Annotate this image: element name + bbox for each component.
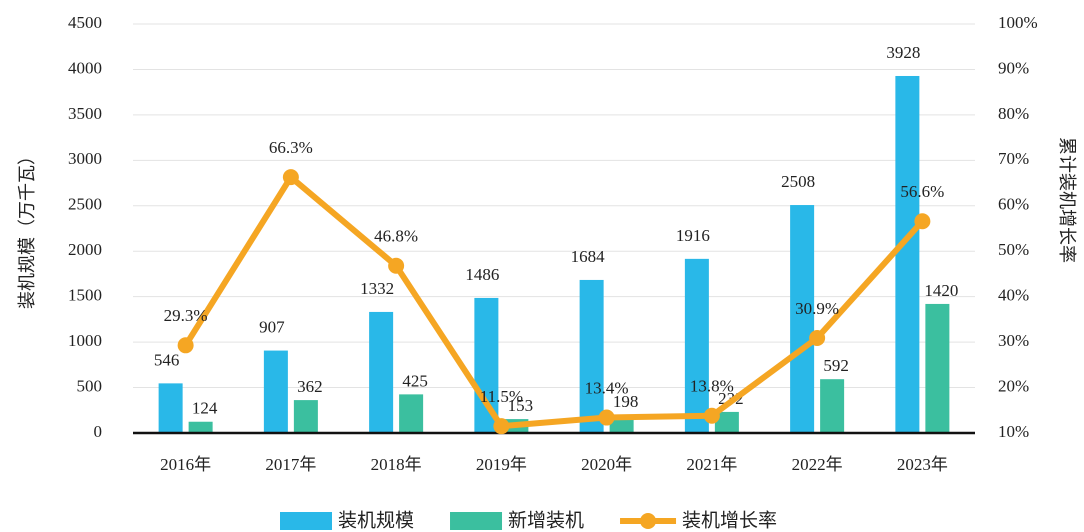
bar [684,258,709,433]
y-tick-label: 0 [94,422,103,441]
line-point [177,337,194,354]
data-label: 1332 [360,279,394,298]
data-label: 3928 [886,43,920,62]
bar [790,205,815,433]
legend-label: 装机增长率 [682,510,777,532]
bar [263,350,288,433]
y2-tick-label: 20% [998,376,1029,395]
line [183,174,925,430]
data-label: 1684 [571,247,606,266]
y-axis-title: 装机规模（万千瓦） [17,147,38,309]
x-tick-label: 2017年 [265,455,316,474]
y-tick-label: 2500 [68,195,102,214]
bar [579,279,604,433]
legend-swatch [280,512,332,530]
data-label: 153 [508,396,534,415]
legend-swatch [450,512,503,530]
y2-tick-label: 40% [998,286,1029,305]
bar [188,421,213,433]
y-tick-label: 500 [77,376,103,395]
data-label: 13.8% [690,377,734,396]
y2-axis-title: 累计装机增长率 [1056,137,1077,263]
data-label: 56.6% [900,182,944,201]
data-label: 124 [192,399,218,418]
y2-tick-label: 70% [998,149,1029,168]
legend-swatch [640,513,657,529]
x-tick-label: 2016年 [160,455,211,474]
data-label: 907 [259,317,285,336]
x-tick-label: 2022年 [792,455,843,474]
x-tick-label: 2020年 [581,455,632,474]
y2-tick-label: 90% [998,58,1029,77]
y2-tick-label: 30% [998,331,1029,350]
x-tick-label: 2019年 [476,455,527,474]
line-point [493,418,510,435]
y2-tick-label: 50% [998,240,1029,259]
x-tick-label: 2023年 [897,455,948,474]
y-tick-label: 3500 [68,104,102,123]
data-label: 2508 [781,172,815,191]
legend-label: 装机规模 [338,510,414,532]
line-point [914,213,931,230]
bar [820,379,845,433]
data-label: 46.8% [374,227,418,246]
data-label: 198 [613,392,639,411]
bar [293,400,318,433]
bar [895,75,920,434]
line-point [282,169,299,186]
data-label: 29.3% [164,306,208,325]
y2-tick-label: 80% [998,104,1029,123]
data-label: 362 [297,377,323,396]
y-tick-label: 3000 [68,149,102,168]
legend-label: 新增装机 [508,510,584,532]
line-point [388,257,405,274]
x-tick-label: 2018年 [371,455,422,474]
data-label: 592 [823,356,849,375]
data-label: 11.5% [480,387,523,406]
data-label: 1916 [676,226,710,245]
data-label: 546 [154,350,180,369]
y2-tick-label: 10% [998,422,1029,441]
y2-tick-label: 100% [998,13,1038,32]
line-point [598,409,615,426]
data-label: 1486 [465,265,499,284]
y-tick-label: 1500 [68,286,102,305]
bar [925,303,950,433]
line-point [703,407,720,424]
data-label: 425 [402,371,428,390]
bar [399,394,424,433]
y-tick-label: 1000 [68,331,102,350]
y-tick-label: 2000 [68,240,102,259]
y2-tick-label: 60% [998,195,1029,214]
data-label: 13.4% [585,378,629,397]
y-tick-label: 4500 [68,13,102,32]
x-tick-label: 2021年 [686,455,737,474]
data-label: 1420 [924,281,958,300]
data-label: 66.3% [269,138,313,157]
y-tick-label: 4000 [68,58,102,77]
bar [714,411,739,433]
data-label: 30.9% [795,299,839,318]
bar [369,311,394,433]
line-point [809,330,826,347]
bar [158,383,183,433]
